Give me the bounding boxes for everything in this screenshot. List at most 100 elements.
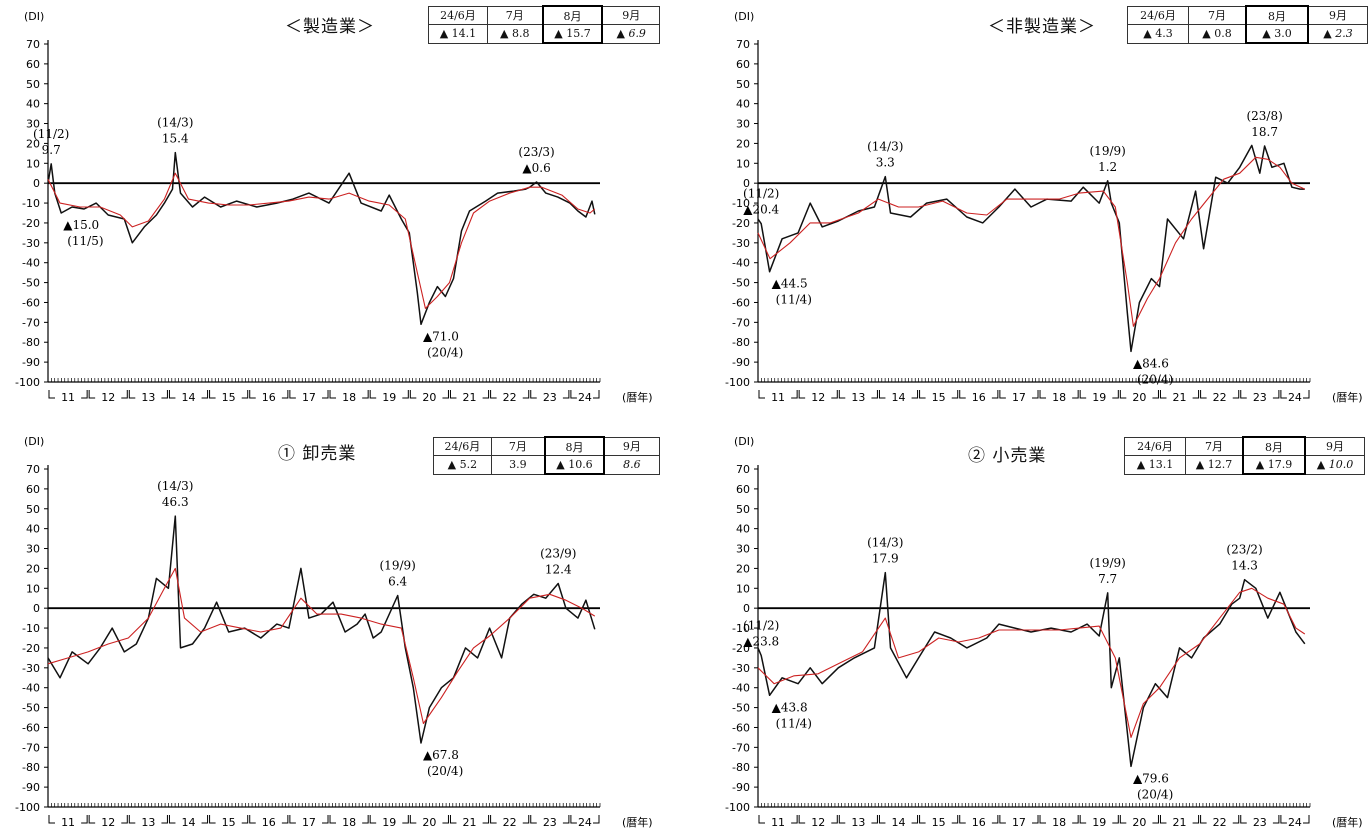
y-tick-label: 10 bbox=[736, 157, 750, 170]
table-value-sep: 8.6 bbox=[603, 455, 660, 475]
annotation-value: 14.3 bbox=[1231, 559, 1258, 573]
annotation-value: 18.7 bbox=[1251, 125, 1278, 139]
table-value-jun: ▲ 13.1 bbox=[1124, 455, 1186, 475]
year-bracket bbox=[570, 390, 600, 399]
annotation-value: ▲20.4 bbox=[743, 203, 779, 217]
y-tick-label: 40 bbox=[736, 98, 750, 111]
table-header-sep: 9月 bbox=[1307, 5, 1368, 25]
annotation-date: (14/3) bbox=[157, 116, 193, 130]
year-bracket bbox=[1280, 390, 1310, 399]
y-tick-label: 0 bbox=[33, 177, 40, 190]
year-bracket bbox=[878, 390, 919, 399]
year-bracket bbox=[919, 815, 959, 824]
y-tick-label: -50 bbox=[22, 277, 40, 290]
x-tick-label: 19 bbox=[1092, 816, 1106, 829]
year-bracket bbox=[249, 390, 289, 399]
y-tick-label: -70 bbox=[22, 316, 40, 329]
y-tick-label: 60 bbox=[26, 483, 40, 496]
year-bracket bbox=[999, 390, 1039, 399]
y-tick-label: -60 bbox=[22, 721, 40, 734]
x-tick-label: 22 bbox=[1213, 391, 1227, 404]
x-tick-label: 12 bbox=[811, 391, 825, 404]
chart-title: ＜製造業＞ bbox=[285, 17, 375, 37]
x-tick-label: 19 bbox=[382, 816, 396, 829]
annotation-date: (11/5) bbox=[67, 234, 103, 248]
annotation-value: 9.7 bbox=[42, 143, 61, 157]
x-tick-label: 11 bbox=[771, 391, 785, 404]
year-bracket bbox=[369, 815, 409, 824]
year-bracket bbox=[490, 815, 530, 824]
y-tick-label: 30 bbox=[26, 118, 40, 131]
annotation-date: (14/3) bbox=[867, 140, 903, 154]
y-tick-label: 60 bbox=[736, 58, 750, 71]
chart-panel-manufacturing: ＜製造業＞ 24/6月 7月 8月 9月 ▲ 14.1 ▲ 8.8 ▲ 15.7… bbox=[0, 0, 661, 415]
y-tick-label: -10 bbox=[22, 622, 40, 635]
x-tick-label: 14 bbox=[182, 391, 196, 404]
annotation-date: (20/4) bbox=[427, 345, 463, 359]
y-tick-label: -100 bbox=[725, 376, 750, 389]
annotation-date: (23/8) bbox=[1246, 109, 1282, 123]
x-tick-label: 16 bbox=[262, 391, 276, 404]
year-bracket bbox=[919, 390, 959, 399]
trend-series-line bbox=[47, 172, 596, 309]
year-bracket bbox=[999, 815, 1039, 824]
y-tick-label: 50 bbox=[26, 503, 40, 516]
y-tick-label: -80 bbox=[22, 336, 40, 349]
table-value-aug: ▲ 3.0 bbox=[1245, 24, 1309, 44]
year-bracket bbox=[1240, 815, 1280, 824]
year-bracket bbox=[409, 815, 449, 824]
y-tick-label: 10 bbox=[26, 157, 40, 170]
annotation-date: (11/4) bbox=[776, 716, 812, 730]
year-bracket bbox=[1240, 390, 1280, 399]
year-bracket bbox=[48, 390, 88, 399]
year-bracket bbox=[289, 815, 329, 824]
y-tick-label: -50 bbox=[732, 702, 750, 715]
year-bracket bbox=[1119, 390, 1159, 399]
table-value-sep: ▲ 2.3 bbox=[1307, 24, 1368, 44]
x-tick-label: 21 bbox=[1173, 391, 1187, 404]
y-tick-label: 0 bbox=[33, 602, 40, 615]
chart-title: ① 卸売業 bbox=[278, 444, 357, 464]
actual-series-line bbox=[757, 144, 1305, 353]
x-tick-label: 11 bbox=[771, 816, 785, 829]
table-header-jun: 24/6月 bbox=[1124, 436, 1186, 456]
year-bracket bbox=[1280, 815, 1310, 824]
chart-title: ② 小売業 bbox=[968, 446, 1047, 466]
annotation-value: 3.3 bbox=[876, 156, 895, 170]
actual-series-line bbox=[47, 151, 596, 326]
value-table: 24/6月 7月 8月 9月 ▲ 13.1 ▲ 12.7 ▲ 17.9 ▲ 10… bbox=[1124, 436, 1365, 475]
x-axis-unit: (暦年) bbox=[622, 815, 653, 829]
annotation-date: (20/4) bbox=[427, 764, 463, 778]
annotation-date: (23/9) bbox=[540, 547, 576, 561]
y-tick-label: 40 bbox=[736, 523, 750, 536]
y-tick-label: -80 bbox=[732, 761, 750, 774]
year-bracket bbox=[209, 390, 249, 399]
x-tick-label: 14 bbox=[892, 816, 906, 829]
y-tick-label: 60 bbox=[26, 58, 40, 71]
chart-panel-retail: ② 小売業 24/6月 7月 8月 9月 ▲ 13.1 ▲ 12.7 ▲ 17.… bbox=[710, 425, 1370, 840]
y-tick-label: 30 bbox=[736, 118, 750, 131]
x-tick-label: 11 bbox=[61, 816, 75, 829]
y-tick-label: -90 bbox=[732, 781, 750, 794]
x-tick-label: 24 bbox=[578, 391, 592, 404]
y-tick-label: -30 bbox=[22, 662, 40, 675]
year-bracket bbox=[570, 815, 600, 824]
x-tick-label: 20 bbox=[422, 391, 436, 404]
x-tick-label: 16 bbox=[972, 816, 986, 829]
y-tick-label: 20 bbox=[736, 562, 750, 575]
x-tick-label: 20 bbox=[1132, 816, 1146, 829]
year-bracket bbox=[1039, 815, 1079, 824]
annotation-date: (19/9) bbox=[1090, 556, 1126, 570]
year-bracket bbox=[758, 390, 798, 399]
year-bracket bbox=[128, 815, 168, 824]
annotation-value: 6.4 bbox=[388, 574, 407, 588]
x-tick-label: 23 bbox=[1253, 391, 1267, 404]
year-bracket bbox=[168, 815, 209, 824]
y-tick-label: 0 bbox=[743, 177, 750, 190]
x-tick-label: 20 bbox=[422, 816, 436, 829]
year-bracket bbox=[1039, 390, 1079, 399]
table-header-jun: 24/6月 bbox=[433, 436, 492, 456]
x-axis-unit: (暦年) bbox=[1332, 390, 1363, 404]
x-tick-label: 22 bbox=[1213, 816, 1227, 829]
x-tick-label: 15 bbox=[222, 391, 236, 404]
